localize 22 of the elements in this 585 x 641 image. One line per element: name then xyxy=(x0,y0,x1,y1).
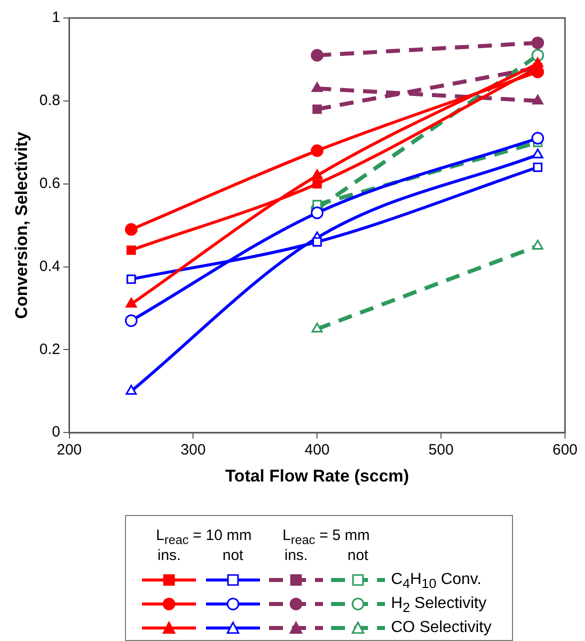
text: not xyxy=(222,547,244,565)
x-tick-label: 400 xyxy=(304,442,330,459)
text: C$_{4}$H$_{10}$ Conv. xyxy=(391,571,482,594)
y-tick-label: 1 xyxy=(52,9,60,26)
x-tick-label: 300 xyxy=(180,442,206,459)
x-tick-label: 600 xyxy=(552,442,578,459)
y-tick-label: 0 xyxy=(52,424,60,441)
text: L$_{reac}$ = 5 mm xyxy=(282,527,370,547)
y-tick-label: 0.6 xyxy=(39,174,60,192)
text: H$_{2}$ Selectivity xyxy=(391,595,486,618)
x-axis-title: Total Flow Rate (sccm) xyxy=(225,466,410,486)
y-tick-label: 0.4 xyxy=(39,258,60,275)
text: CO Selectivity xyxy=(391,619,492,637)
x-tick-label: 500 xyxy=(428,442,454,459)
x-tick-label: 200 xyxy=(56,442,82,459)
text: ins. xyxy=(284,547,308,565)
text: ins. xyxy=(158,547,181,565)
y-tick-label: 0.2 xyxy=(39,340,60,358)
text: L$_{reac}$ = 10 mm xyxy=(156,527,252,547)
y-tick-label: 0.8 xyxy=(39,92,60,110)
y-axis-title: Conversion, Selectivity xyxy=(12,131,31,319)
text: not xyxy=(348,547,368,565)
